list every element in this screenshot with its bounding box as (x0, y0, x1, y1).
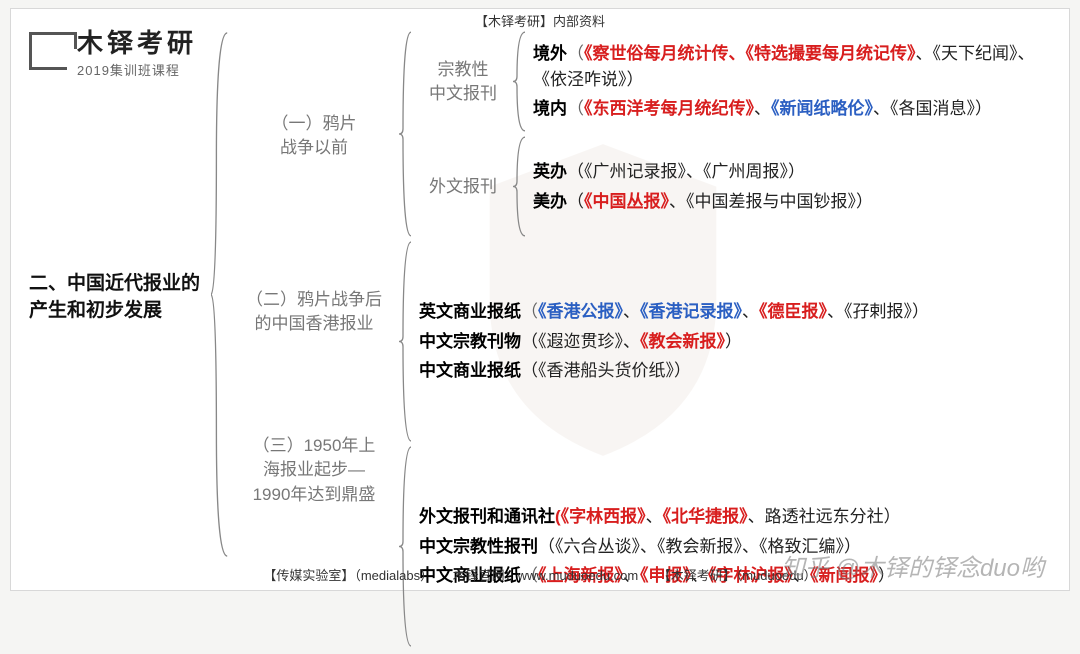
content-line: 境外（《察世俗每月统计传、《特选撮要每月统记传》、《天下纪闻》、《依泾咋说》） (533, 41, 1053, 92)
text-span: 《中国丛报》 (584, 192, 669, 211)
text-span: 、 (646, 507, 663, 526)
level3-group: 外文报刊和通讯社(《字林西报》、《北华捷报》、路透社远东分社） 中文宗教性报刊（《… (413, 444, 1059, 649)
footer: 【传媒实验室】（medialabs） 木铎官网：www.muduoedu.com… (11, 565, 1069, 584)
text-span: 《察世俗每月统计传、《特选撮要每月统记传》 (584, 44, 916, 63)
text-span: （《广州记录报》、《广州周报》） (567, 162, 805, 181)
level2-group: 外文报刊和通讯社(《字林西报》、《北华捷报》、路透社远东分社） 中文宗教性报刊（《… (399, 444, 1059, 649)
level2-group: 宗教性中文报刊 境外（《察世俗每月统计传、《特选撮要每月统记传》、《天下纪闻》、… (399, 29, 1059, 239)
level3-content: 外文报刊和通讯社(《字林西报》、《北华捷报》、路透社远东分社） 中文宗教性报刊（《… (413, 444, 1059, 649)
text-span: 《新闻纸略伦》 (771, 99, 873, 118)
text-span: 、《中国差报与中国钞报》） (669, 192, 873, 211)
text-span: 境内 (533, 99, 567, 118)
level2-brace (399, 239, 413, 444)
level3-group: 外文报刊 英办（《广州记录报》、《广州周报》）美办（《中国丛报》、《中国差报与中… (413, 134, 1059, 239)
text-span: 《香港记录报》 (640, 302, 742, 321)
text-span: （ (521, 302, 538, 321)
text-span: 《德臣报》 (759, 302, 827, 321)
text-span: 、《各国消息》） (873, 99, 992, 118)
top-note: 【木铎考研】内部资料 (475, 11, 605, 30)
text-span: （《遐迩贯珍》、 (521, 332, 640, 351)
text-span: ） (725, 332, 742, 351)
level2-item: （一）鸦片战争以前 (229, 29, 399, 243)
slide: 木铎考研 2019集训班课程 【木铎考研】内部资料 二、中国近代报业的产生和初步… (10, 8, 1070, 591)
text-span: 、 (754, 99, 771, 118)
level2-item: （二）鸦片战争后的中国香港报业 (229, 243, 399, 381)
text-span: 外文报刊和通讯社 (419, 507, 555, 526)
text-span: （ (567, 44, 584, 63)
level3-content: 境外（《察世俗每月统计传、《特选撮要每月统记传》、《天下纪闻》、《依泾咋说》）境… (527, 29, 1059, 134)
text-span: 中文宗教刊物 (419, 332, 521, 351)
level3-content: 英办（《广州记录报》、《广州周报》）美办（《中国丛报》、《中国差报与中国钞报》） (527, 134, 1059, 239)
level3-group: 宗教性中文报刊 境外（《察世俗每月统计传、《特选撮要每月统记传》、《天下纪闻》、… (413, 29, 1059, 134)
level3-label: 宗教性中文报刊 (413, 29, 513, 134)
text-span: 英文商业报纸 (419, 302, 521, 321)
content-line: 英文商业报纸（《香港公报》、《香港记录报》、《德臣报》、《孖剌报》） (419, 299, 1053, 325)
text-span: 、 (742, 302, 759, 321)
content-line: 英办（《广州记录报》、《广州周报》） (533, 159, 1053, 185)
text-span: 境外 (533, 44, 567, 63)
level2-brace (399, 444, 413, 649)
level2-group: 英文商业报纸（《香港公报》、《香港记录报》、《德臣报》、《孖剌报》）中文宗教刊物… (399, 239, 1059, 444)
level2-group-wrap: 宗教性中文报刊 境外（《察世俗每月统计传、《特选撮要每月统记传》、《天下纪闻》、… (399, 29, 1059, 239)
level3-inner: 英文商业报纸（《香港公报》、《香港记录报》、《德臣报》、《孖剌报》）中文宗教刊物… (413, 239, 1059, 444)
root-brace (211, 29, 229, 560)
level2-item: （三）1950年上海报业起步—1990年达到鼎盛 (229, 381, 399, 560)
text-span: （《香港船头货价纸》） (521, 361, 691, 380)
text-span: 《字林西报》 (561, 507, 646, 526)
text-span: （ (567, 99, 584, 118)
level2-column: （一）鸦片战争以前（二）鸦片战争后的中国香港报业（三）1950年上海报业起步—1… (229, 29, 399, 560)
level3-brace (513, 134, 527, 239)
content-line: 美办（《中国丛报》、《中国差报与中国钞报》） (533, 189, 1053, 215)
level3-inner: 外文报刊和通讯社(《字林西报》、《北华捷报》、路透社远东分社） 中文宗教性报刊（《… (413, 444, 1059, 649)
text-span: 《香港公报》 (538, 302, 623, 321)
content-line: 境内（《东西洋考每月统纪传》、《新闻纸略伦》、《各国消息》） (533, 96, 1053, 122)
level3-inner: 宗教性中文报刊 境外（《察世俗每月统计传、《特选撮要每月统记传》、《天下纪闻》、… (413, 29, 1059, 239)
level3-content: 英文商业报纸（《香港公报》、《香港记录报》、《德臣报》、《孖剌报》）中文宗教刊物… (413, 239, 1059, 444)
level2-group-wrap: 英文商业报纸（《香港公报》、《香港记录报》、《德臣报》、《孖剌报》）中文宗教刊物… (399, 239, 1059, 444)
text-span: 《北华捷报》 (663, 507, 748, 526)
content-line: 中文宗教性报刊（《六合丛谈》、《教会新报》、《格致汇编》） (419, 534, 1053, 560)
root-node: 二、中国近代报业的产生和初步发展 (11, 29, 211, 560)
level2-brace (399, 29, 413, 239)
text-span: 中文商业报纸 (419, 361, 521, 380)
text-span: 《教会新报》 (640, 332, 725, 351)
text-span: 、路透社远东分社） (748, 507, 901, 526)
text-span: 、 (623, 302, 640, 321)
text-span: 中文宗教性报刊 (419, 537, 538, 556)
text-span: 《东西洋考每月统纪传》 (584, 99, 754, 118)
content-line: 外文报刊和通讯社(《字林西报》、《北华捷报》、路透社远东分社） (419, 504, 1053, 530)
content-line: 中文商业报纸（《香港船头货价纸》） (419, 358, 1053, 384)
mind-map: 二、中国近代报业的产生和初步发展 （一）鸦片战争以前（二）鸦片战争后的中国香港报… (11, 29, 1059, 560)
root-label: 二、中国近代报业的产生和初步发展 (29, 268, 203, 322)
text-span: （《六合丛谈》、《教会新报》、《格致汇编》） (538, 537, 861, 556)
level3-brace (513, 29, 527, 134)
level3-column: 宗教性中文报刊 境外（《察世俗每月统计传、《特选撮要每月统记传》、《天下纪闻》、… (399, 29, 1059, 560)
level2-group-wrap: 外文报刊和通讯社(《字林西报》、《北华捷报》、路透社远东分社） 中文宗教性报刊（《… (399, 444, 1059, 649)
level3-group: 英文商业报纸（《香港公报》、《香港记录报》、《德臣报》、《孖剌报》）中文宗教刊物… (413, 239, 1059, 444)
text-span: 英办 (533, 162, 567, 181)
level3-label: 外文报刊 (413, 134, 513, 239)
content-line: 中文宗教刊物（《遐迩贯珍》、《教会新报》） (419, 329, 1053, 355)
text-span: （ (567, 192, 584, 211)
text-span: 美办 (533, 192, 567, 211)
text-span: 、《孖剌报》） (827, 302, 929, 321)
